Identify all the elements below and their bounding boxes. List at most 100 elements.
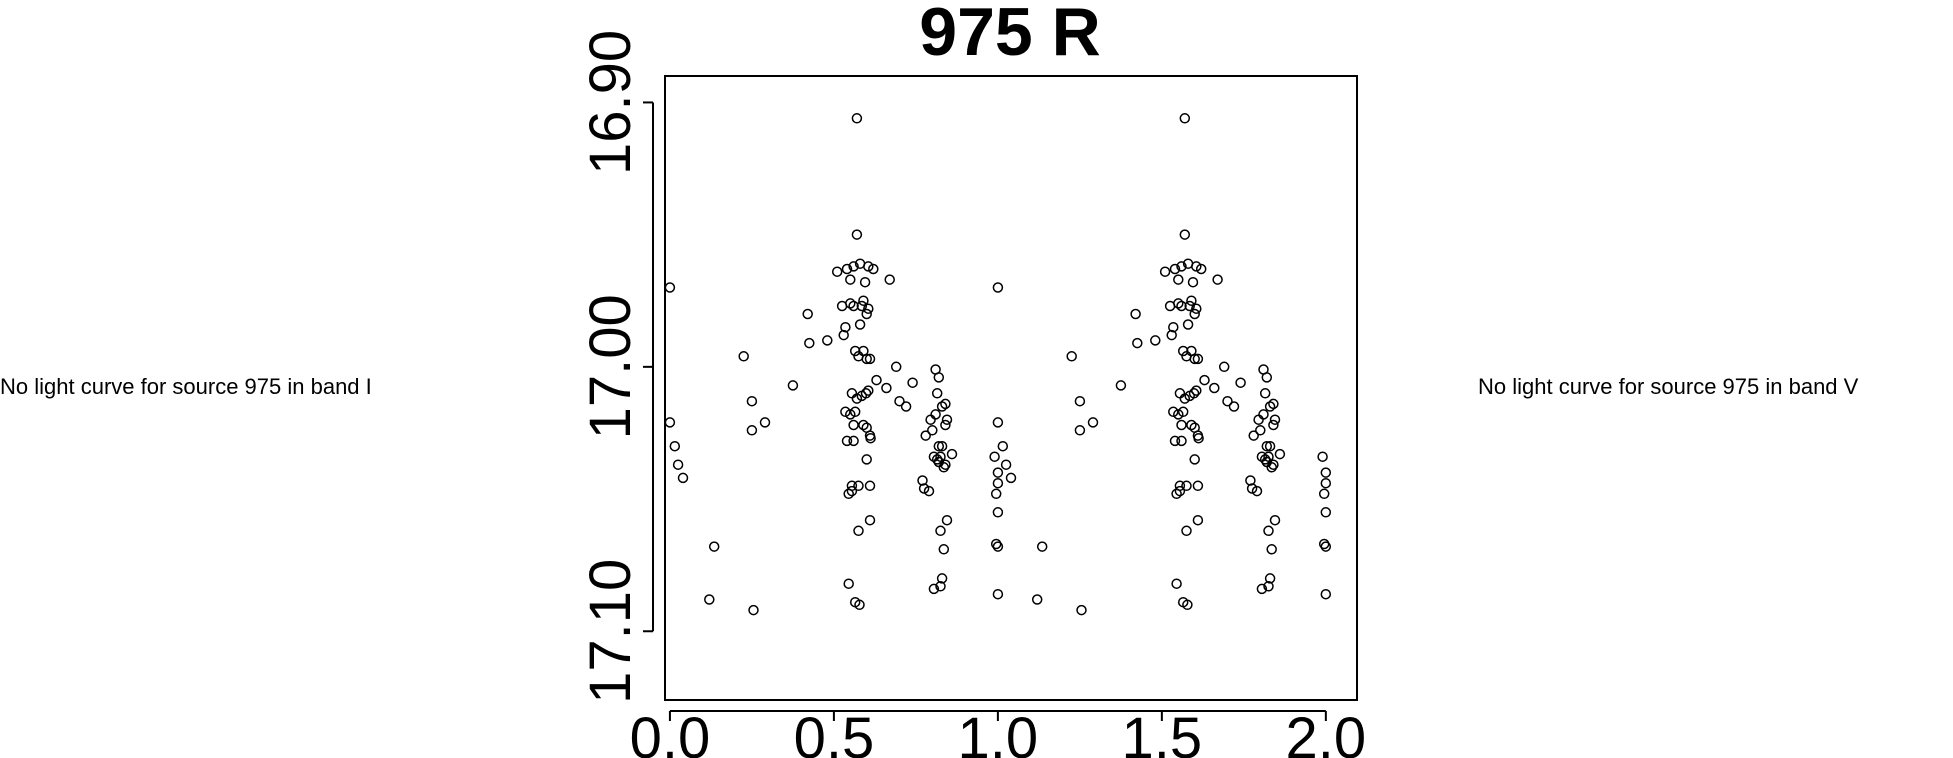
data-point xyxy=(871,374,882,386)
data-point xyxy=(704,594,715,605)
data-point xyxy=(1192,514,1204,526)
data-point xyxy=(1256,583,1268,595)
data-point xyxy=(840,321,851,333)
data-point xyxy=(677,472,689,484)
data-point xyxy=(1177,406,1189,418)
data-point xyxy=(748,604,759,616)
y-tick-label: 16.90 xyxy=(578,30,643,175)
data-point xyxy=(1251,485,1263,497)
data-point xyxy=(864,353,876,365)
data-point xyxy=(849,406,861,418)
data-point xyxy=(746,425,758,436)
data-point xyxy=(935,451,946,462)
data-point xyxy=(1264,440,1276,452)
data-point xyxy=(931,388,943,399)
data-point xyxy=(992,477,1004,489)
data-point xyxy=(838,329,849,341)
data-point xyxy=(1255,425,1266,436)
data-point xyxy=(856,300,868,312)
data-point xyxy=(989,451,1000,462)
data-point xyxy=(863,303,874,314)
data-point xyxy=(860,388,872,399)
data-point xyxy=(1188,388,1200,399)
data-point xyxy=(940,459,951,470)
data-point xyxy=(1192,480,1204,492)
data-point xyxy=(1174,485,1186,497)
data-point xyxy=(1171,578,1182,589)
x-axis: 0.0 0.5 1.0 1.5 2.0 xyxy=(630,706,1367,758)
data-point xyxy=(1184,300,1195,312)
data-point xyxy=(1174,480,1186,492)
data-point xyxy=(1264,573,1276,584)
no-light-curve-note-band-v: No light curve for source 975 in band V xyxy=(1478,374,1859,399)
data-point xyxy=(1074,395,1086,407)
data-point xyxy=(861,308,872,320)
data-point xyxy=(1191,303,1202,314)
data-point xyxy=(1177,345,1189,357)
data-point xyxy=(1228,401,1240,412)
data-point xyxy=(1176,261,1187,272)
data-point xyxy=(920,430,931,441)
data-point xyxy=(843,578,854,589)
data-point xyxy=(936,440,948,452)
data-point xyxy=(1159,266,1171,277)
data-point xyxy=(840,406,851,418)
data-point xyxy=(1269,414,1281,425)
data-point xyxy=(1186,295,1197,306)
data-point xyxy=(894,395,905,407)
data-point xyxy=(841,435,853,447)
data-point xyxy=(664,417,676,428)
data-point xyxy=(1274,448,1286,460)
data-point xyxy=(1268,459,1279,470)
y-tick-label: 17.10 xyxy=(578,559,643,704)
data-point xyxy=(933,440,945,452)
data-point xyxy=(863,385,874,396)
data-point xyxy=(848,435,859,447)
data-point xyxy=(738,351,749,362)
data-point xyxy=(854,319,866,330)
data-point xyxy=(1266,462,1277,473)
data-point xyxy=(928,583,940,595)
data-point xyxy=(1263,581,1274,592)
data-point xyxy=(858,419,869,431)
data-point xyxy=(925,414,936,425)
data-point xyxy=(854,599,865,611)
data-point xyxy=(1263,525,1274,537)
data-point xyxy=(933,372,945,383)
data-point xyxy=(990,538,1002,550)
data-point xyxy=(1199,374,1210,386)
data-point xyxy=(940,398,951,410)
data-point xyxy=(864,514,876,526)
data-point xyxy=(1173,274,1184,285)
data-point xyxy=(1320,507,1332,518)
data-point xyxy=(1176,435,1187,447)
data-point xyxy=(938,544,950,555)
data-point xyxy=(759,417,771,428)
data-point xyxy=(1263,451,1274,462)
data-point xyxy=(1187,276,1199,288)
data-point xyxy=(859,276,871,288)
data-point xyxy=(927,425,938,436)
data-point xyxy=(1320,467,1332,478)
data-point xyxy=(884,274,895,285)
data-point xyxy=(1168,406,1179,418)
data-point xyxy=(918,483,930,494)
x-tick-label: 1.5 xyxy=(1122,706,1203,758)
data-point xyxy=(831,266,843,277)
data-point xyxy=(907,377,918,388)
data-point xyxy=(851,113,863,124)
data-point xyxy=(1174,388,1186,399)
data-point xyxy=(935,581,946,592)
data-point xyxy=(846,485,858,497)
x-tick-label: 1.0 xyxy=(958,706,1039,758)
data-point xyxy=(1269,514,1281,526)
data-point xyxy=(1066,351,1077,362)
data-point xyxy=(1266,544,1277,555)
data-point xyxy=(1186,419,1197,431)
data-point xyxy=(1268,398,1279,410)
data-point xyxy=(672,459,684,470)
data-point xyxy=(841,263,853,275)
data-point xyxy=(848,261,859,272)
data-point xyxy=(1132,337,1143,349)
